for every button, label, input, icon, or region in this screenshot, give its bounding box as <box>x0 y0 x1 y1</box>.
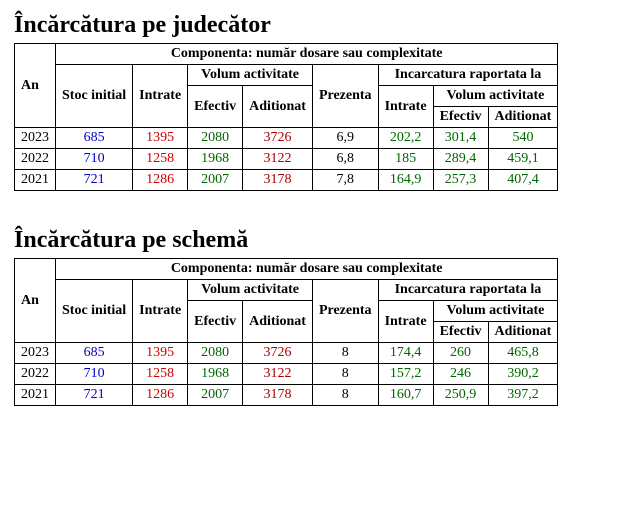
cell: 2021 <box>15 385 56 406</box>
th-incarc: Incarcatura raportata la <box>378 65 558 86</box>
cell: 301,4 <box>433 128 488 149</box>
cell: 157,2 <box>378 364 433 385</box>
cell: 685 <box>56 128 133 149</box>
cell: 2023 <box>15 343 56 364</box>
cell: 2080 <box>188 128 243 149</box>
table2: An Componenta: număr dosare sau complexi… <box>14 258 558 406</box>
th-ir-volum: Volum activitate <box>433 301 558 322</box>
cell: 3122 <box>243 149 313 170</box>
table-row: 20217211286200731788160,7250,9397,2 <box>15 385 558 406</box>
cell: 540 <box>488 128 558 149</box>
th-incarc: Incarcatura raportata la <box>378 280 558 301</box>
cell: 2080 <box>188 343 243 364</box>
table-row: 20227101258196831226,8185289,4459,1 <box>15 149 558 170</box>
cell: 2007 <box>188 385 243 406</box>
th-stoc: Stoc initial <box>56 280 133 343</box>
cell: 185 <box>378 149 433 170</box>
cell: 721 <box>56 170 133 191</box>
th-ir-intrate: Intrate <box>378 301 433 343</box>
cell: 397,2 <box>488 385 558 406</box>
cell: 710 <box>56 149 133 170</box>
th-an: An <box>15 44 56 128</box>
cell: 1258 <box>133 364 188 385</box>
th-componenta: Componenta: număr dosare sau complexitat… <box>56 259 558 280</box>
th-ir-intrate: Intrate <box>378 86 433 128</box>
cell: 7,8 <box>312 170 378 191</box>
cell: 2022 <box>15 149 56 170</box>
cell: 2022 <box>15 364 56 385</box>
cell: 257,3 <box>433 170 488 191</box>
th-efectiv: Efectiv <box>188 86 243 128</box>
th-volum: Volum activitate <box>188 65 313 86</box>
cell: 2007 <box>188 170 243 191</box>
cell: 459,1 <box>488 149 558 170</box>
cell: 721 <box>56 385 133 406</box>
cell: 2023 <box>15 128 56 149</box>
cell: 1968 <box>188 149 243 170</box>
cell: 2021 <box>15 170 56 191</box>
th-stoc: Stoc initial <box>56 65 133 128</box>
cell: 6,8 <box>312 149 378 170</box>
cell: 202,2 <box>378 128 433 149</box>
table1: An Componenta: număr dosare sau complexi… <box>14 43 558 191</box>
th-aditionat: Aditionat <box>243 301 313 343</box>
th-ir-efectiv: Efectiv <box>433 322 488 343</box>
cell: 250,9 <box>433 385 488 406</box>
cell: 8 <box>312 343 378 364</box>
table-row: 20227101258196831228157,2246390,2 <box>15 364 558 385</box>
cell: 1395 <box>133 343 188 364</box>
table1-title: Încărcătura pe judecător <box>14 12 627 39</box>
table-row: 20236851395208037266,9202,2301,4540 <box>15 128 558 149</box>
cell: 3726 <box>243 128 313 149</box>
cell: 1395 <box>133 128 188 149</box>
cell: 1968 <box>188 364 243 385</box>
cell: 710 <box>56 364 133 385</box>
cell: 8 <box>312 364 378 385</box>
table2-body: 20236851395208037268174,4260465,82022710… <box>15 343 558 406</box>
cell: 3178 <box>243 170 313 191</box>
th-ir-aditionat: Aditionat <box>488 322 558 343</box>
th-aditionat: Aditionat <box>243 86 313 128</box>
th-prezenta: Prezenta <box>312 280 378 343</box>
th-ir-volum: Volum activitate <box>433 86 558 107</box>
th-prezenta: Prezenta <box>312 65 378 128</box>
cell: 1286 <box>133 385 188 406</box>
th-componenta: Componenta: număr dosare sau complexitat… <box>56 44 558 65</box>
th-efectiv: Efectiv <box>188 301 243 343</box>
cell: 465,8 <box>488 343 558 364</box>
cell: 3726 <box>243 343 313 364</box>
cell: 1258 <box>133 149 188 170</box>
th-intrate: Intrate <box>133 280 188 343</box>
cell: 246 <box>433 364 488 385</box>
cell: 407,4 <box>488 170 558 191</box>
cell: 289,4 <box>433 149 488 170</box>
cell: 8 <box>312 385 378 406</box>
th-an: An <box>15 259 56 343</box>
th-volum: Volum activitate <box>188 280 313 301</box>
th-ir-efectiv: Efectiv <box>433 107 488 128</box>
cell: 1286 <box>133 170 188 191</box>
cell: 3122 <box>243 364 313 385</box>
table2-title: Încărcătura pe schemă <box>14 227 627 254</box>
cell: 160,7 <box>378 385 433 406</box>
cell: 390,2 <box>488 364 558 385</box>
table-row: 20236851395208037268174,4260465,8 <box>15 343 558 364</box>
cell: 174,4 <box>378 343 433 364</box>
cell: 6,9 <box>312 128 378 149</box>
cell: 164,9 <box>378 170 433 191</box>
cell: 685 <box>56 343 133 364</box>
table-row: 20217211286200731787,8164,9257,3407,4 <box>15 170 558 191</box>
th-intrate: Intrate <box>133 65 188 128</box>
cell: 3178 <box>243 385 313 406</box>
table1-body: 20236851395208037266,9202,2301,454020227… <box>15 128 558 191</box>
cell: 260 <box>433 343 488 364</box>
th-ir-aditionat: Aditionat <box>488 107 558 128</box>
